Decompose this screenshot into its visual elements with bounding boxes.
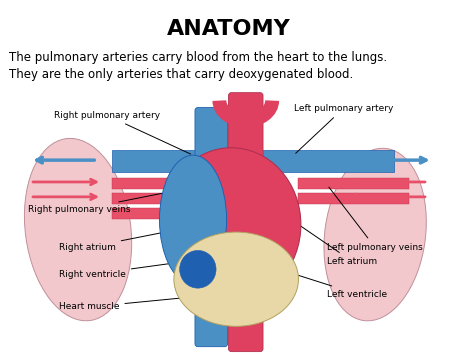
Ellipse shape [25, 138, 132, 321]
Ellipse shape [162, 148, 301, 301]
Text: Right pulmonary veins: Right pulmonary veins [28, 193, 162, 214]
FancyBboxPatch shape [111, 150, 394, 172]
FancyBboxPatch shape [299, 193, 409, 204]
FancyBboxPatch shape [228, 93, 263, 178]
Text: ANATOMY: ANATOMY [167, 19, 291, 39]
Text: Left ventricle: Left ventricle [282, 270, 387, 299]
Ellipse shape [180, 250, 216, 288]
FancyBboxPatch shape [195, 108, 228, 183]
Ellipse shape [174, 232, 299, 326]
Text: Heart muscle: Heart muscle [59, 294, 219, 311]
FancyBboxPatch shape [228, 266, 263, 351]
FancyBboxPatch shape [195, 266, 228, 347]
Text: Right pulmonary artery: Right pulmonary artery [54, 111, 191, 154]
Ellipse shape [160, 155, 227, 284]
Text: Left atrium: Left atrium [286, 216, 377, 266]
Text: The pulmonary arteries carry blood from the heart to the lungs.: The pulmonary arteries carry blood from … [9, 51, 387, 64]
FancyBboxPatch shape [111, 178, 227, 189]
Text: Right ventricle: Right ventricle [59, 260, 198, 279]
Ellipse shape [324, 148, 426, 321]
Text: Left pulmonary artery: Left pulmonary artery [294, 104, 393, 153]
FancyBboxPatch shape [111, 193, 217, 204]
Text: Right atrium: Right atrium [59, 225, 200, 252]
Text: Left pulmonary veins: Left pulmonary veins [327, 187, 423, 252]
Text: They are the only arteries that carry deoxygenated blood.: They are the only arteries that carry de… [9, 68, 353, 81]
FancyBboxPatch shape [111, 208, 217, 219]
FancyBboxPatch shape [299, 178, 409, 189]
